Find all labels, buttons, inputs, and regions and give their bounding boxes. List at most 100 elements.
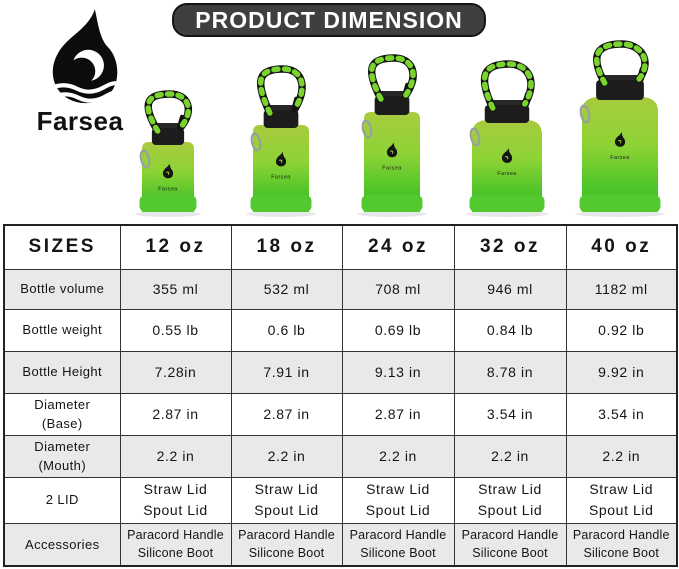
bottle-brand-text: Farsea — [610, 155, 630, 161]
title-banner: PRODUCT DIMENSION — [172, 3, 486, 37]
bottle-32-oz: Farsea — [465, 60, 549, 217]
row-label: Accessories — [3, 522, 121, 567]
spec-cell: 355 ml — [119, 268, 232, 310]
bottle-shadow — [575, 211, 665, 217]
row-label: Bottle Height — [3, 350, 121, 394]
row-label: Diameter (Mouth) — [3, 434, 121, 478]
paracord-weave — [481, 61, 534, 111]
size-column-header: 32 oz — [453, 224, 567, 270]
brand-logo: Farsea — [14, 6, 146, 137]
silicone-boot — [361, 195, 423, 212]
bottle-body — [253, 125, 309, 212]
spec-cell: 2.2 in — [341, 434, 455, 478]
spec-row: Diameter (Mouth) 2.2 in 2.2 in 2.2 in 2.2 in… — [3, 434, 678, 478]
spec-cell: Straw Lid Spout Lid — [119, 476, 232, 524]
spec-row: Accessories Paracord Handle Silicone Boot… — [3, 522, 678, 567]
spec-cell: 2.2 in — [230, 434, 343, 478]
spec-cell: Paracord Handle Silicone Boot — [230, 522, 343, 567]
brand-name: Farsea — [36, 106, 124, 136]
spec-cell: 7.28in — [119, 350, 232, 394]
bottle-shadow — [465, 211, 549, 217]
size-column-header: 24 oz — [341, 224, 455, 270]
carabiner-icon — [361, 119, 373, 139]
spec-cell: 946 ml — [453, 268, 567, 310]
carabiner-icon — [579, 104, 591, 124]
size-column-header: 18 oz — [230, 224, 343, 270]
bottle-logo-icon — [275, 151, 287, 167]
bottle-shadow — [135, 211, 201, 217]
bottle-40-oz: Farsea — [575, 40, 665, 217]
bottle-shadow — [246, 211, 316, 217]
spec-row: 2 LID Straw Lid Spout Lid Straw Lid Spout … — [3, 476, 678, 524]
bottle-logo-icon — [162, 163, 174, 179]
bottle-body — [364, 112, 420, 212]
spec-cell: 2.87 in — [341, 392, 455, 436]
spec-cell: 3.54 in — [565, 392, 678, 436]
bottle-body — [472, 120, 542, 212]
spec-cell: 0.84 lb — [453, 308, 567, 352]
bottle-logo-icon — [614, 132, 626, 147]
sizes-header: SIZES — [3, 224, 121, 270]
spec-row: Diameter (Base) 2.87 in 2.87 in 2.87 in 3.54… — [3, 392, 678, 436]
spec-cell: Paracord Handle Silicone Boot — [119, 522, 232, 567]
spec-cell: 2.2 in — [565, 434, 678, 478]
spec-cell: 0.69 lb — [341, 308, 455, 352]
paracord-weave — [145, 91, 192, 134]
spec-cell: 2.87 in — [230, 392, 343, 436]
spec-cell: 9.13 in — [341, 350, 455, 394]
size-column-header: 12 oz — [119, 224, 232, 270]
bottle-body — [582, 97, 658, 212]
row-label: 2 LID — [3, 476, 121, 524]
spec-row: Bottle weight 0.55 lb 0.6 lb 0.69 lb 0.84 lb… — [3, 308, 678, 352]
page-title: PRODUCT DIMENSION — [195, 6, 463, 33]
spec-cell: 0.55 lb — [119, 308, 232, 352]
spec-row: Bottle Height 7.28in 7.91 in 9.13 in 8.78 in… — [3, 350, 678, 394]
spec-cell: 0.92 lb — [565, 308, 678, 352]
silicone-boot — [250, 195, 312, 212]
spec-cell: Straw Lid Spout Lid — [230, 476, 343, 524]
silicone-boot — [469, 195, 545, 212]
spec-table: SIZES 12 oz 18 oz 24 oz 32 oz 40 oz Bottle vol… — [3, 224, 678, 567]
bottle-24-oz: Farsea — [357, 54, 427, 217]
spec-cell: Paracord Handle Silicone Boot — [341, 522, 455, 567]
silicone-boot — [579, 195, 661, 212]
spec-cell: 532 ml — [230, 268, 343, 310]
spec-cell: Paracord Handle Silicone Boot — [453, 522, 567, 567]
paracord-weave — [594, 41, 648, 86]
bottle-brand-text: Farsea — [497, 171, 517, 177]
bottle-logo-icon — [386, 142, 398, 158]
bottle-lineup: Farsea Farsea — [135, 40, 665, 217]
bottle-shadow — [357, 211, 427, 217]
spec-cell: 3.54 in — [453, 392, 567, 436]
spec-cell: 8.78 in — [453, 350, 567, 394]
spec-cell: 0.6 lb — [230, 308, 343, 352]
spec-cell: Paracord Handle Silicone Boot — [565, 522, 678, 567]
carabiner-icon — [250, 132, 262, 152]
spec-cell: 708 ml — [341, 268, 455, 310]
bottle-brand-text: Farsea — [382, 166, 402, 172]
bottle-logo-icon — [501, 148, 513, 163]
spec-cell: 2.2 in — [119, 434, 232, 478]
size-column-header: 40 oz — [565, 224, 678, 270]
spec-cell: 2.87 in — [119, 392, 232, 436]
straw-lid — [596, 80, 644, 100]
bottle-brand-text: Farsea — [271, 175, 291, 181]
carabiner-icon — [139, 149, 151, 169]
bottle-18-oz: Farsea — [246, 65, 316, 217]
silicone-boot — [139, 195, 197, 212]
spec-row: Bottle volume 355 ml 532 ml 708 ml 946 ml 118… — [3, 268, 678, 310]
row-label: Diameter (Base) — [3, 392, 121, 436]
spec-cell: 7.91 in — [230, 350, 343, 394]
row-label: Bottle weight — [3, 308, 121, 352]
bottle-12-oz: Farsea — [135, 90, 201, 217]
bottle-brand-text: Farsea — [158, 187, 178, 193]
paracord-weave — [258, 66, 305, 116]
spec-cell: 2.2 in — [453, 434, 567, 478]
carabiner-icon — [469, 127, 481, 147]
row-label: Bottle volume — [3, 268, 121, 310]
spec-cell: Straw Lid Spout Lid — [565, 476, 678, 524]
spec-cell: Straw Lid Spout Lid — [453, 476, 567, 524]
brand-drop-icon — [49, 9, 121, 104]
spec-cell: 9.92 in — [565, 350, 678, 394]
